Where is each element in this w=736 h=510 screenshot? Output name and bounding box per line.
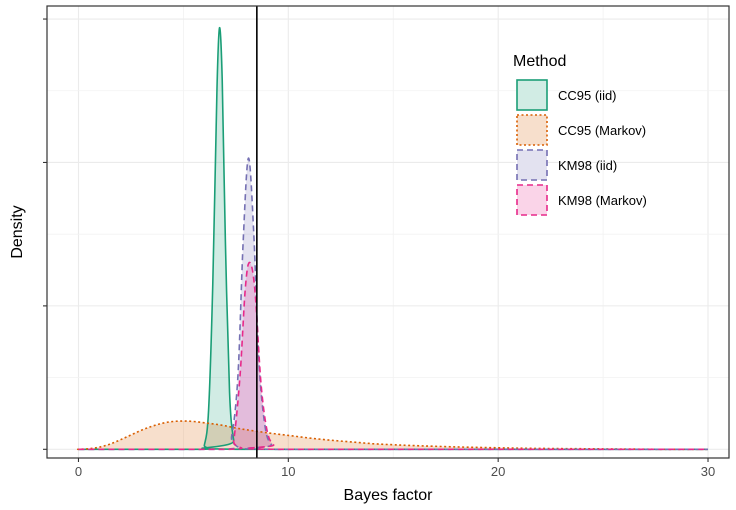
x-axis-title: Bayes factor [344,487,434,504]
legend-title: Method [513,53,566,70]
x-tick-label: 30 [701,464,715,479]
legend-label: KM98 (iid) [558,158,617,173]
legend-key-cc95-markov [516,114,548,146]
x-tick-label: 0 [75,464,82,479]
legend: Method CC95 (iid) CC95 (Markov) KM98 (iid)… [513,53,647,216]
legend-key-km98-markov [516,184,548,216]
legend-key-km98-iid [516,149,548,181]
density-line-km98-markov [78,261,709,451]
grid-layer [47,6,729,458]
legend-key-cc95-iid [516,79,548,111]
x-tick-label: 20 [491,464,505,479]
axis-layer: 0 10 20 30 [43,18,715,479]
legend-key-background [516,114,548,146]
plot-border [46,5,730,459]
legend-label: CC95 (Markov) [558,123,646,138]
legend-key-background [516,79,548,111]
density-line-km98-iid [78,157,709,451]
legend-key-background [516,184,548,216]
line-layer [76,26,709,451]
legend-key-background [516,149,548,181]
y-axis-title: Density [9,205,26,258]
legend-label: CC95 (iid) [558,88,617,103]
x-tick-label: 10 [281,464,295,479]
legend-label: KM98 (Markov) [558,193,647,208]
plot-panel [47,6,729,458]
density-line-cc95-markov [76,420,709,451]
